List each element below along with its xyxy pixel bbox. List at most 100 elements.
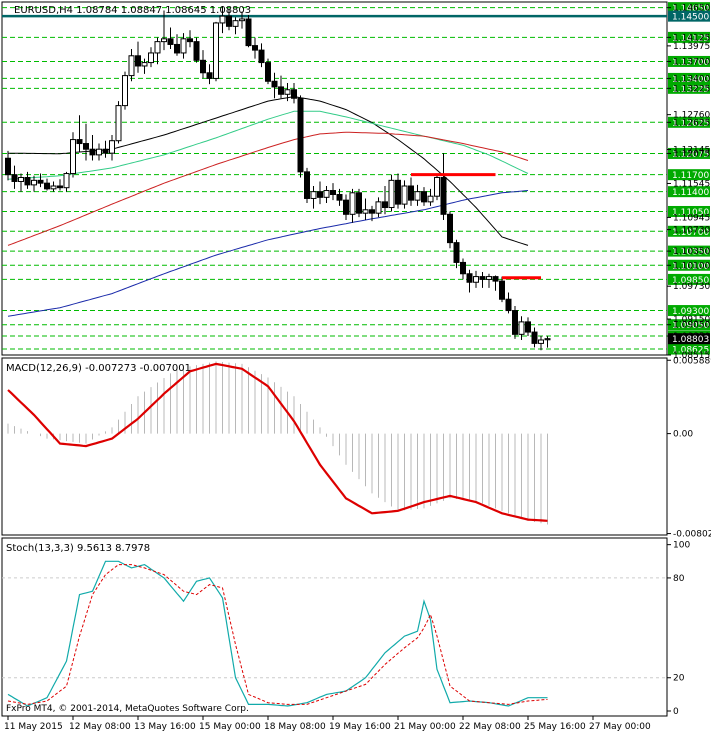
candle-body-5 <box>37 179 44 184</box>
candle-body-67 <box>440 177 447 215</box>
candle-82 <box>538 336 544 351</box>
candle-body-8 <box>57 185 63 189</box>
price-tick-label-10: 1.11545 <box>673 179 710 189</box>
candle-44 <box>291 82 297 104</box>
candle-body-22 <box>148 52 154 64</box>
macd-axis: 0.005889 0.00 -0.008025 <box>667 356 711 540</box>
price-tick-label-4: 1.13400 <box>673 74 710 84</box>
candle-body-37 <box>245 18 252 47</box>
candle-29 <box>193 37 200 63</box>
candle-body-73 <box>479 276 486 280</box>
candle-78 <box>512 306 518 339</box>
candles <box>5 5 551 351</box>
candle-31 <box>206 64 213 85</box>
price-tick-label-14: 1.10100 <box>673 261 710 271</box>
candle-body-68 <box>447 213 453 244</box>
candle-81 <box>531 327 538 348</box>
candle-body-27 <box>180 38 187 54</box>
level-label-2: 1.13700 <box>672 58 709 68</box>
candle-body-29 <box>193 41 200 61</box>
time-tick-label-8: 25 May 16:00 <box>524 722 586 732</box>
candle-body-1 <box>11 174 18 182</box>
candle-83 <box>544 336 551 348</box>
candle-34 <box>226 9 232 31</box>
macd-tick-label-2: -0.008025 <box>673 530 711 540</box>
level-label-box-14 <box>668 305 710 317</box>
candle-body-16 <box>109 140 115 154</box>
candle-body-52 <box>343 199 349 215</box>
candle-body-50 <box>330 190 336 195</box>
candle-body-13 <box>89 148 96 156</box>
candle-45 <box>297 95 304 178</box>
candle-body-6 <box>44 182 50 190</box>
candle-body-34 <box>226 15 232 27</box>
price-tick-label-15: 1.09730 <box>673 282 710 292</box>
level-label-12: 1.10100 <box>672 262 709 272</box>
candle-body-83 <box>544 338 551 341</box>
candle-body-79 <box>518 321 525 335</box>
candle-57 <box>375 197 382 218</box>
level-label-13: 1.09850 <box>672 276 709 286</box>
candle-body-3 <box>24 177 31 186</box>
candle-20 <box>135 41 141 73</box>
candle-27 <box>180 33 187 59</box>
level-label-box-0 <box>668 2 710 14</box>
candle-body-33 <box>219 15 226 24</box>
candle-body-49 <box>323 190 330 198</box>
time-tick-label-5: 19 May 16:00 <box>329 722 391 732</box>
candle-body-39 <box>258 49 265 64</box>
candle-75 <box>492 275 499 291</box>
candle-body-4 <box>31 179 37 186</box>
candle-body-24 <box>161 38 167 43</box>
candle-72 <box>473 270 479 288</box>
time-tick-label-2: 13 May 16:00 <box>134 722 196 732</box>
price-tick-label-13: 1.10350 <box>673 247 710 257</box>
price-tick-label-19: 1.08515 <box>673 351 710 361</box>
level-label-box-12 <box>668 259 710 271</box>
candle-56 <box>369 205 375 222</box>
level-label-box-5 <box>668 116 710 128</box>
level-label-6: 1.12075 <box>672 150 709 160</box>
candle-body-15 <box>102 148 109 154</box>
candle-70 <box>460 258 466 280</box>
stoch-label: Stoch(13,3,3) 9.5613 8.7978 <box>6 543 150 554</box>
candle-body-63 <box>414 191 421 201</box>
candle-10 <box>70 132 76 178</box>
candle-71 <box>466 269 473 293</box>
level-label-box-1 <box>668 31 710 43</box>
candle-51 <box>336 188 343 206</box>
candle-body-71 <box>466 273 473 283</box>
current-price-label: 1.08803 <box>672 335 709 345</box>
candle-60 <box>395 173 401 209</box>
candle-63 <box>414 184 421 206</box>
candle-body-48 <box>317 191 323 198</box>
candle-49 <box>323 186 330 203</box>
time-tick-label-9: 27 May 00:00 <box>589 722 651 732</box>
level-label-8: 1.11400 <box>672 188 709 198</box>
price-tick-label-7: 1.12625 <box>673 118 710 128</box>
candle-6 <box>44 178 50 191</box>
candle-66 <box>434 174 440 201</box>
candle-body-42 <box>278 86 284 95</box>
candle-body-26 <box>174 43 180 54</box>
candle-body-38 <box>252 45 258 51</box>
candle-35 <box>232 17 239 35</box>
time-tick-label-6: 21 May 00:00 <box>394 722 456 732</box>
candle-61 <box>401 180 408 209</box>
stoch-signal-line <box>7 564 548 705</box>
candle-body-20 <box>135 55 141 67</box>
candle-body-77 <box>505 298 512 312</box>
candle-body-18 <box>122 75 128 107</box>
candle-50 <box>330 183 336 201</box>
candle-2 <box>18 173 24 192</box>
level-label-box-17 <box>668 343 710 355</box>
candle-9 <box>63 171 70 192</box>
level-label-box-7 <box>668 169 710 181</box>
candle-5 <box>37 173 44 188</box>
candle-13 <box>89 135 96 161</box>
price-tick-label-0: 1.14650 <box>673 4 710 14</box>
candle-43 <box>284 82 291 102</box>
level-label-11: 1.10350 <box>672 248 709 258</box>
candle-body-25 <box>167 38 174 45</box>
candle-58 <box>382 186 388 215</box>
